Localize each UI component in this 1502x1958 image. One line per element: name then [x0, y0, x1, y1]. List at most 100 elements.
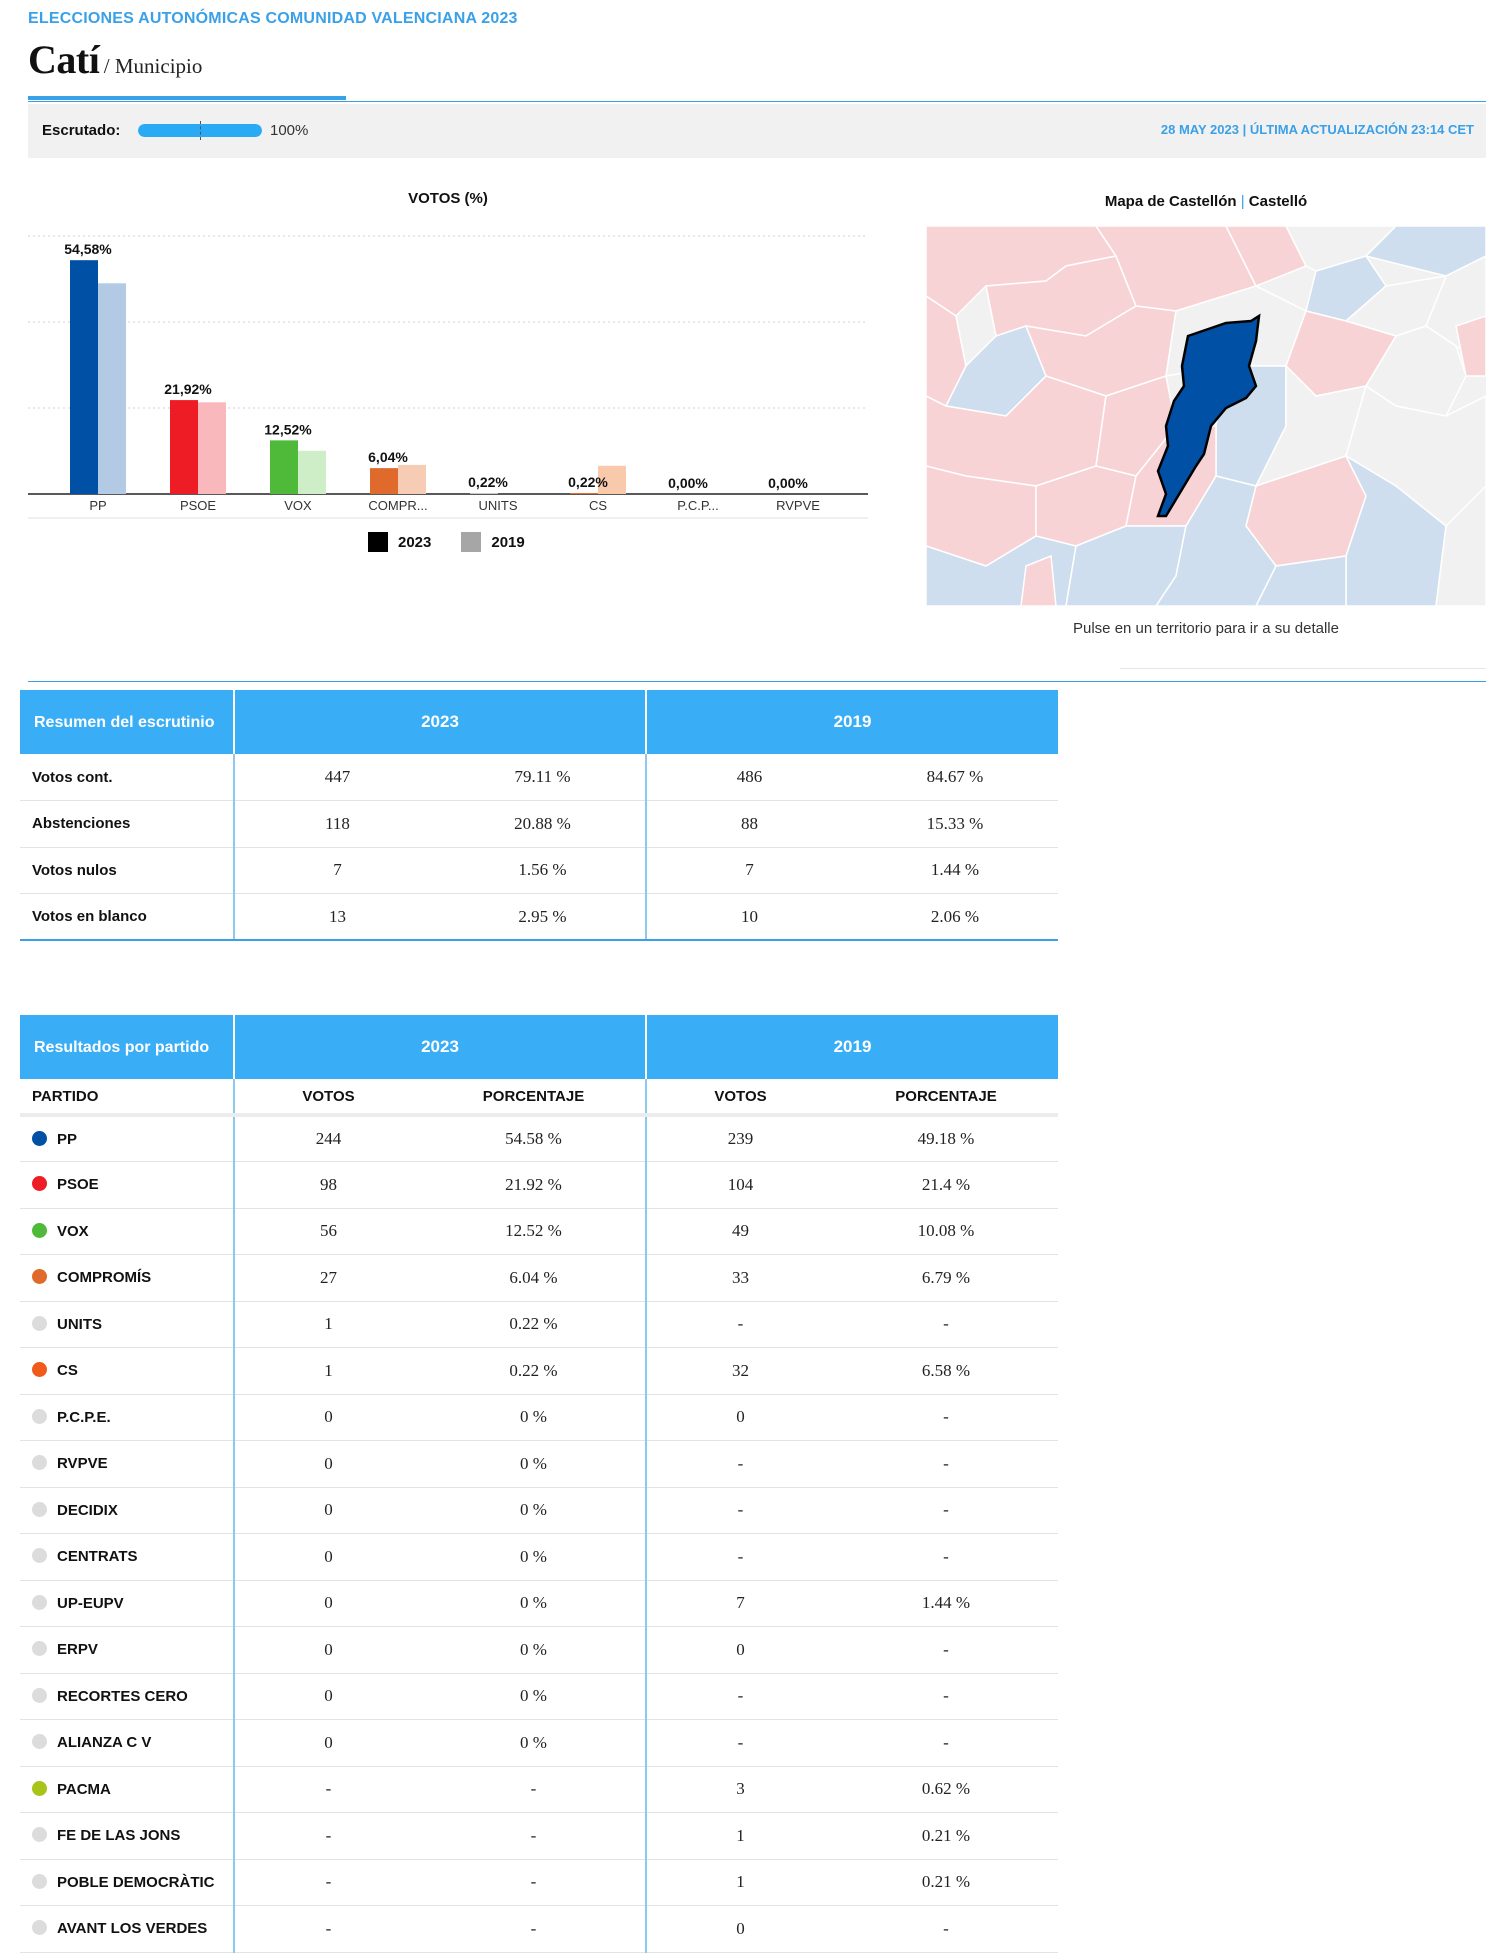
- municipality-region[interactable]: [1020, 554, 1057, 606]
- percent-2023: 6.04 %: [422, 1254, 646, 1302]
- map-divider: [1120, 668, 1486, 669]
- percent-2019: 1.44 %: [834, 1580, 1058, 1627]
- table-row[interactable]: RVPVE 0 0 % - -: [20, 1440, 1058, 1488]
- votes-2019: 32: [645, 1347, 834, 1395]
- votes-2023: 0: [233, 1719, 422, 1767]
- escrutado-label: Escrutado:: [42, 122, 121, 139]
- map-title-separator: |: [1240, 193, 1245, 210]
- section-divider: [28, 681, 1486, 682]
- summary-votes-2023: 118: [233, 800, 440, 848]
- map-title-main: Mapa de Castellón: [1104, 193, 1237, 210]
- table-row[interactable]: UNITS 1 0.22 % - -: [20, 1301, 1058, 1348]
- column-header-votes-2023: VOTOS: [233, 1079, 422, 1117]
- table-row[interactable]: PACMA - -3 0.62 %: [20, 1766, 1058, 1813]
- votes-2019: 7: [645, 1580, 834, 1627]
- table-row[interactable]: CS 1 0.22 % 32 6.58 %: [20, 1347, 1058, 1395]
- table-row[interactable]: ERPV 0 0 % 0-: [20, 1626, 1058, 1674]
- page-title-block: Catí / Municipio: [28, 36, 202, 83]
- votes-2019: -: [645, 1301, 834, 1348]
- party-cell: PSOE: [20, 1161, 234, 1209]
- party-name: RVPVE: [57, 1455, 108, 1473]
- table-row: Votos en blanco 13 2.95 % 10 2.06 %: [20, 893, 1058, 941]
- table-row[interactable]: COMPROMÍS 27 6.04 % 33 6.79 %: [20, 1254, 1058, 1302]
- votes-2023: 244: [233, 1115, 422, 1162]
- progress-half-marker: [200, 121, 201, 140]
- votes-2019: 104: [645, 1161, 834, 1209]
- party-name: FE DE LAS JONS: [57, 1827, 181, 1845]
- table-row[interactable]: CENTRATS 0 0 % - -: [20, 1533, 1058, 1581]
- table-row[interactable]: PP 244 54.58 % 239 49.18 %: [20, 1115, 1058, 1162]
- party-cell: FE DE LAS JONS: [20, 1812, 234, 1860]
- party-name: PACMA: [57, 1780, 111, 1798]
- update-separator: |: [1242, 122, 1247, 137]
- column-header-percent-2019: PORCENTAJE: [834, 1079, 1058, 1117]
- summary-votes-2019: 88: [645, 800, 852, 848]
- table-row[interactable]: UP-EUPV 0 0 % 7 1.44 %: [20, 1580, 1058, 1627]
- party-color-dot: [32, 1594, 47, 1610]
- percent-2023: 0.22 %: [422, 1347, 646, 1395]
- highlighted-municipality-cati[interactable]: [1156, 313, 1261, 518]
- percent-2019: 10.08 %: [834, 1208, 1058, 1255]
- map-title: Mapa de Castellón | Castelló: [926, 193, 1486, 210]
- party-cell: COMPROMÍS: [20, 1254, 234, 1302]
- party-color-dot: [32, 1501, 47, 1517]
- votes-2023: 56: [233, 1208, 422, 1255]
- summary-row-label: Votos nulos: [20, 847, 234, 894]
- party-cell: PP: [20, 1115, 234, 1162]
- votes-2019: 49: [645, 1208, 834, 1255]
- x-tick-label: RVPVE: [776, 498, 820, 513]
- table-row[interactable]: RECORTES CERO 0 0 % - -: [20, 1673, 1058, 1720]
- table-row: Abstenciones 118 20.88 % 88 15.33 %: [20, 800, 1058, 848]
- table-row[interactable]: FE DE LAS JONS - -1 0.21 %: [20, 1812, 1058, 1860]
- province-map[interactable]: [926, 226, 1486, 606]
- votes-2019: 0: [645, 1905, 834, 1953]
- municipality-region[interactable]: [1255, 555, 1347, 606]
- votes-2023: 0: [233, 1626, 422, 1674]
- table-row[interactable]: DECIDIX 0 0 % - -: [20, 1487, 1058, 1534]
- party-name: ERPV: [57, 1641, 98, 1659]
- percent-2019: 0.62 %: [834, 1766, 1058, 1813]
- party-name: COMPROMÍS: [57, 1269, 152, 1287]
- summary-header-2019: 2019: [645, 690, 1058, 754]
- party-name: VOX: [57, 1222, 89, 1240]
- summary-percent-2019: 1.44 %: [852, 847, 1058, 894]
- bar-2019: [98, 283, 126, 494]
- municipality-region[interactable]: [1344, 454, 1447, 606]
- summary-votes-2019: 7: [645, 847, 852, 894]
- percent-2019: 0.21 %: [834, 1859, 1058, 1906]
- municipality-region[interactable]: [1435, 484, 1486, 606]
- party-cell: RVPVE: [20, 1440, 234, 1488]
- data-label: 0,00%: [668, 475, 708, 491]
- municipality-region[interactable]: [1455, 315, 1486, 377]
- party-cell: CENTRATS: [20, 1533, 234, 1581]
- votes-2023: 98: [233, 1161, 422, 1209]
- table-row[interactable]: P.C.P.E. 0 0 % 0-: [20, 1394, 1058, 1441]
- legend-item-2019[interactable]: 2019: [461, 532, 525, 552]
- percent-2023: 0.22 %: [422, 1301, 646, 1348]
- party-color-dot: [32, 1222, 47, 1238]
- summary-row-label: Abstenciones: [20, 800, 234, 848]
- results-header-2023: 2023: [233, 1015, 646, 1079]
- votes-2023: -: [233, 1812, 422, 1860]
- party-cell: VOX: [20, 1208, 234, 1255]
- table-row[interactable]: PSOE 98 21.92 % 104 21.4 %: [20, 1161, 1058, 1209]
- data-label: 6,04%: [368, 449, 408, 465]
- bar-2019: [398, 464, 426, 494]
- data-label: 21,92%: [164, 381, 212, 397]
- data-label: 54,58%: [64, 241, 112, 257]
- party-color-dot: [32, 1315, 47, 1331]
- legend-item-2023[interactable]: 2023: [368, 532, 431, 552]
- summary-row-label: Votos en blanco: [20, 893, 234, 941]
- summary-percent-2023: 79.11 %: [440, 754, 646, 801]
- table-row[interactable]: AVANT LOS VERDES - -0-: [20, 1905, 1058, 1953]
- map-title-sub: Castelló: [1248, 193, 1308, 210]
- table-row[interactable]: POBLE DEMOCRÀTIC - -1 0.21 %: [20, 1859, 1058, 1906]
- summary-header-label: Resumen del escrutinio: [20, 690, 234, 754]
- summary-votes-2019: 486: [645, 754, 852, 801]
- table-row[interactable]: VOX 56 12.52 % 49 10.08 %: [20, 1208, 1058, 1255]
- party-name: ALIANZA C V: [57, 1734, 152, 1752]
- party-color-dot: [32, 1687, 47, 1703]
- party-cell: POBLE DEMOCRÀTIC: [20, 1859, 234, 1906]
- bar-2019: [598, 465, 626, 494]
